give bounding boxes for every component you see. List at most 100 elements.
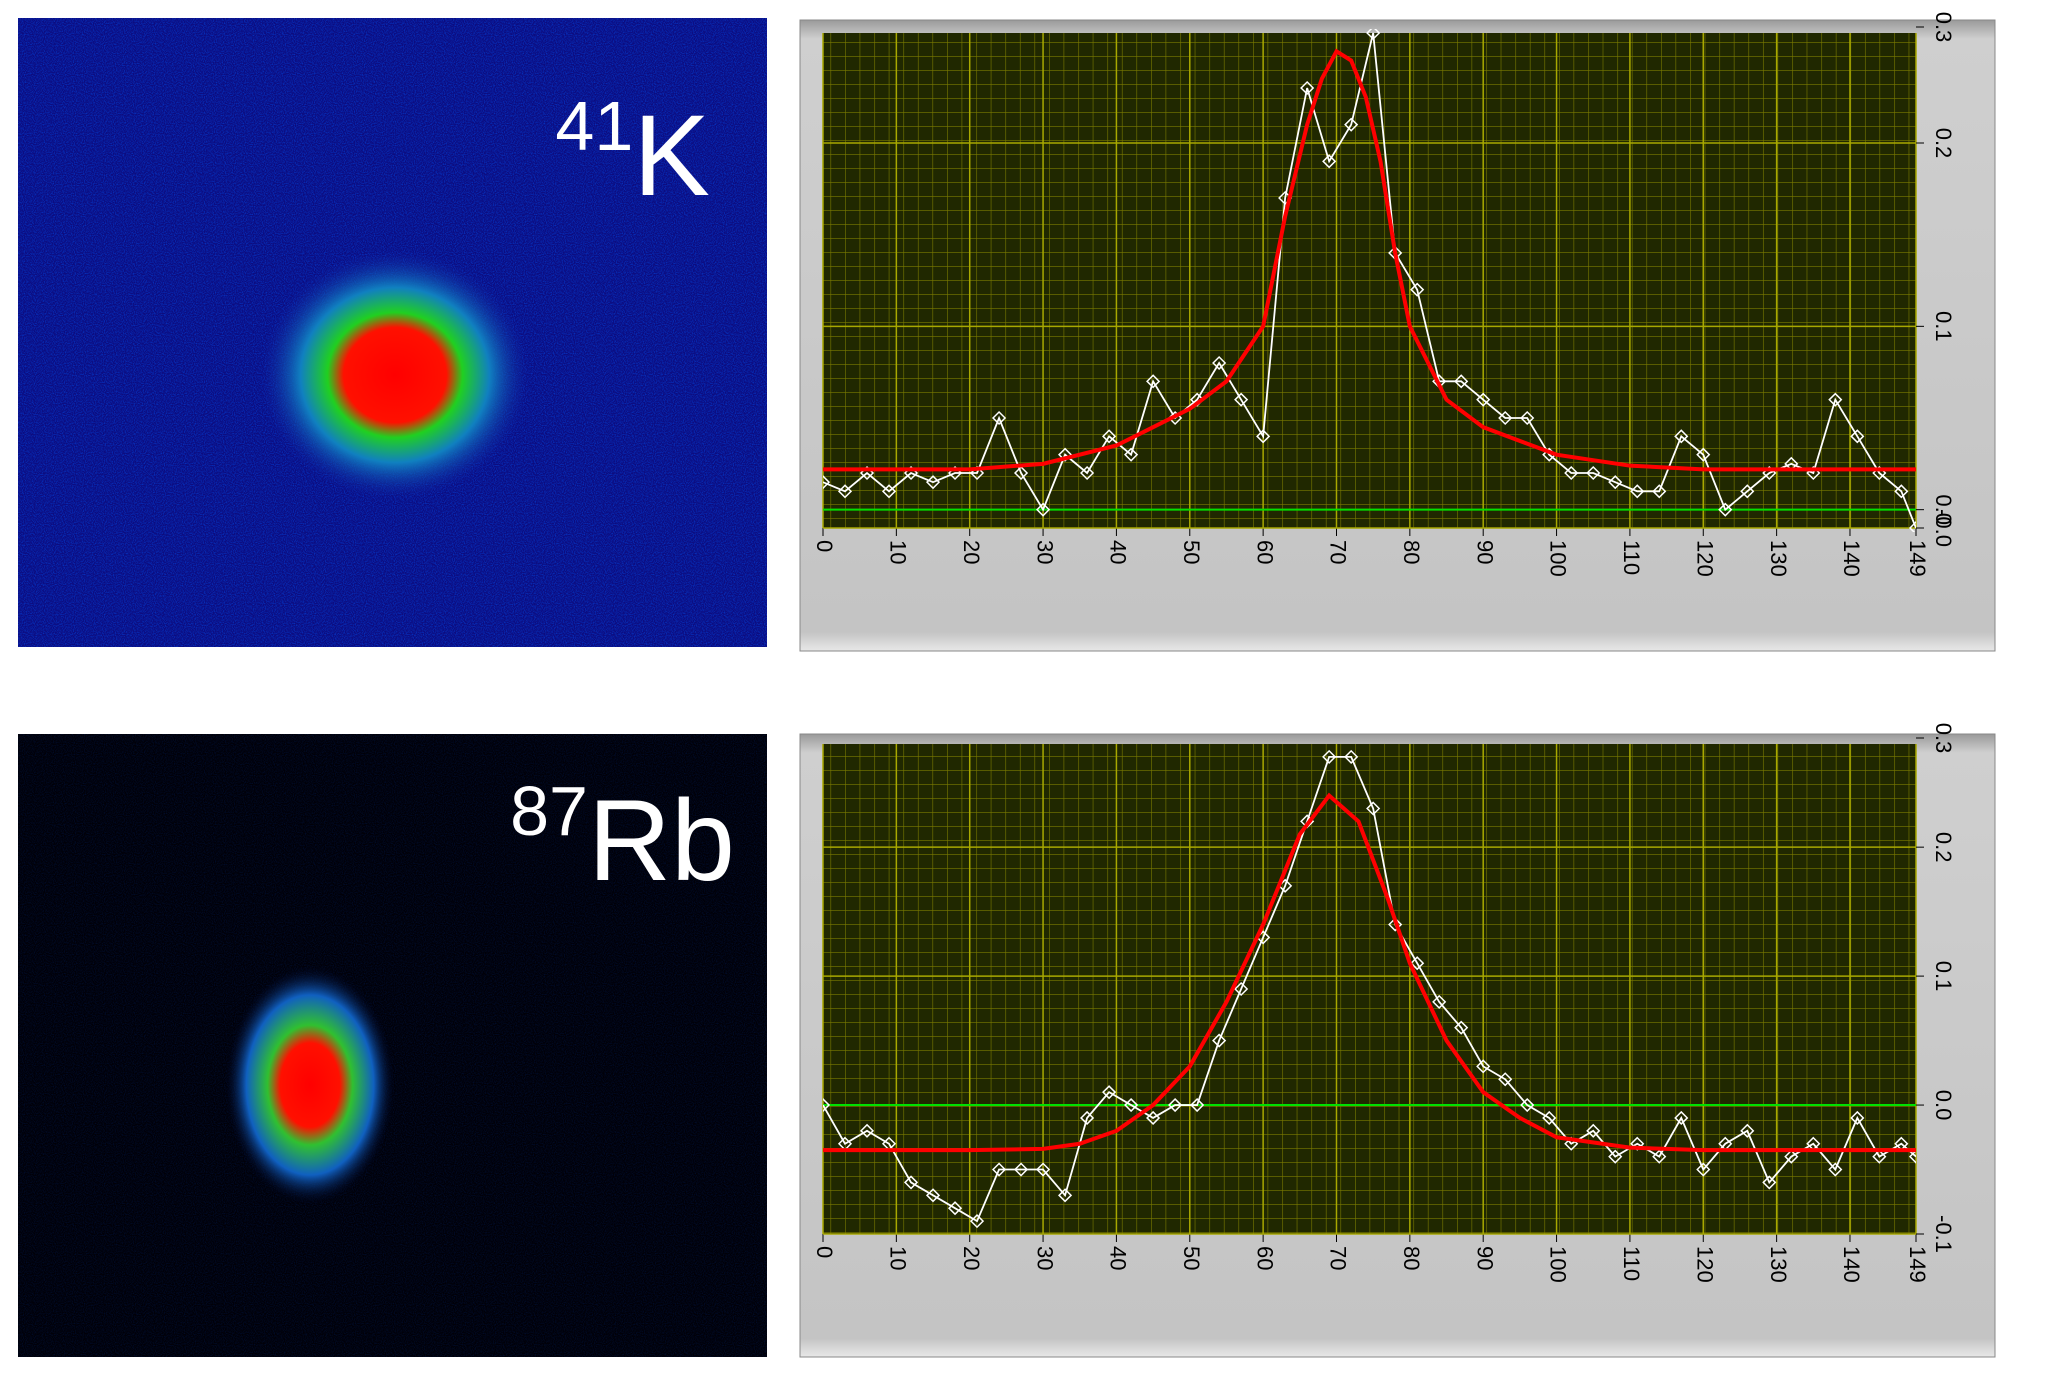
x-tick-label: 60 bbox=[1252, 540, 1277, 564]
x-tick-label: 70 bbox=[1326, 1246, 1351, 1270]
data-point bbox=[1564, 465, 1579, 481]
data-point bbox=[1080, 1110, 1095, 1126]
chart: 0 10 20 30 40 50 60 70 80 90 100 110 120 130 140 149-0.… bbox=[799, 723, 1996, 1358]
data-point bbox=[1908, 1149, 1916, 1164]
data-point bbox=[859, 1123, 875, 1138]
data-point bbox=[1718, 502, 1733, 517]
x-tick-label: 0 bbox=[812, 540, 837, 552]
data-point bbox=[1696, 1162, 1711, 1177]
data-point bbox=[1234, 392, 1249, 407]
data-point bbox=[991, 410, 1007, 426]
series-line bbox=[823, 792, 1916, 1153]
x-tick-label: 40 bbox=[1106, 540, 1131, 564]
y-tick-label: 0.2 bbox=[1931, 832, 1956, 863]
x-tick-label: 130 bbox=[1766, 540, 1791, 577]
x-tick-label: 80 bbox=[1399, 1246, 1424, 1270]
data-point bbox=[991, 1162, 1007, 1177]
data-point bbox=[1740, 484, 1755, 499]
plot-area bbox=[823, 744, 1916, 1234]
data-point bbox=[925, 1188, 941, 1203]
data-point bbox=[1608, 1149, 1623, 1164]
data-point bbox=[1322, 749, 1337, 764]
data-point bbox=[1013, 465, 1029, 481]
x-tick-label: 90 bbox=[1472, 1246, 1497, 1270]
data-point bbox=[1058, 1188, 1073, 1203]
x-tick-label: 50 bbox=[1179, 540, 1204, 564]
y-tick-label: -0.1 bbox=[1931, 1215, 1956, 1253]
x-tick-label: 60 bbox=[1252, 1246, 1277, 1270]
data-point bbox=[1212, 1033, 1227, 1048]
data-point bbox=[881, 484, 897, 499]
data-point bbox=[1674, 429, 1689, 444]
x-tick-label: 130 bbox=[1766, 1246, 1791, 1283]
x-tick-label: 20 bbox=[959, 540, 984, 564]
data-point bbox=[1476, 1059, 1491, 1074]
series-line bbox=[823, 755, 1916, 1223]
x-tick-label: 30 bbox=[1032, 1246, 1057, 1270]
data-point bbox=[925, 475, 941, 490]
data-point bbox=[1850, 1110, 1865, 1126]
data-point bbox=[1124, 447, 1139, 462]
y-tick-label: 0.2 bbox=[1931, 128, 1956, 159]
element: K bbox=[633, 92, 710, 220]
data-point bbox=[823, 475, 831, 490]
data-point bbox=[1432, 994, 1447, 1009]
data-point bbox=[1146, 374, 1161, 389]
x-tick-label: 149 bbox=[1905, 540, 1930, 577]
data-point bbox=[1146, 1110, 1161, 1126]
x-tick-label: 10 bbox=[886, 1246, 911, 1270]
data-point bbox=[1102, 429, 1117, 444]
data-point bbox=[947, 1201, 963, 1216]
series-layer bbox=[823, 749, 1916, 1229]
x-tick-label: 100 bbox=[1546, 540, 1571, 577]
data-point bbox=[1872, 1149, 1887, 1164]
data-point bbox=[1256, 429, 1271, 444]
x-tick-label: 10 bbox=[886, 540, 911, 564]
data-point bbox=[1586, 465, 1601, 481]
data-point bbox=[1696, 447, 1711, 462]
data-point bbox=[1234, 981, 1249, 997]
image-rb: 87Rb bbox=[18, 734, 767, 1357]
x-tick-label: 140 bbox=[1839, 540, 1864, 577]
data-point bbox=[1652, 484, 1667, 499]
isotope-label: 41K bbox=[555, 87, 710, 220]
data-point bbox=[1344, 117, 1359, 132]
data-point bbox=[1630, 484, 1645, 499]
series-line bbox=[823, 48, 1916, 472]
x-tick-label: 30 bbox=[1032, 540, 1057, 564]
y-tick-label: 0.0 bbox=[1931, 1090, 1956, 1121]
data-point bbox=[1410, 956, 1425, 971]
data-point bbox=[1322, 154, 1337, 169]
data-point bbox=[1300, 80, 1315, 96]
data-point bbox=[823, 1097, 831, 1113]
y-tick-label: -0.0 bbox=[1931, 509, 1956, 547]
data-point bbox=[1828, 392, 1843, 407]
y-tick-label: 0.3 bbox=[1931, 12, 1956, 43]
image-k: 41K bbox=[18, 18, 767, 647]
data-point bbox=[1586, 1123, 1601, 1138]
x-tick-label: 110 bbox=[1619, 540, 1644, 575]
data-point bbox=[1454, 374, 1469, 389]
data-point bbox=[1013, 1162, 1029, 1177]
data-point bbox=[1762, 1175, 1777, 1190]
data-point bbox=[1498, 410, 1513, 426]
series-layer bbox=[823, 29, 1916, 532]
data-point bbox=[1366, 801, 1381, 816]
x-tick-label: 80 bbox=[1399, 540, 1424, 564]
x-tick-label: 120 bbox=[1692, 1246, 1717, 1283]
data-point bbox=[1366, 29, 1381, 41]
x-tick-label: 90 bbox=[1472, 540, 1497, 564]
data-point bbox=[1058, 447, 1073, 462]
data-point bbox=[1908, 520, 1916, 532]
data-point bbox=[1542, 1110, 1557, 1126]
data-point bbox=[1784, 1149, 1799, 1164]
x-tick-label: 120 bbox=[1692, 540, 1717, 577]
y-tick-label: 0.1 bbox=[1931, 311, 1956, 342]
data-point bbox=[1520, 410, 1535, 426]
data-point bbox=[1476, 392, 1491, 407]
data-point bbox=[1080, 465, 1095, 481]
x-tick-label: 0 bbox=[812, 1246, 837, 1258]
data-point bbox=[1036, 1162, 1051, 1177]
data-point bbox=[1344, 749, 1359, 764]
